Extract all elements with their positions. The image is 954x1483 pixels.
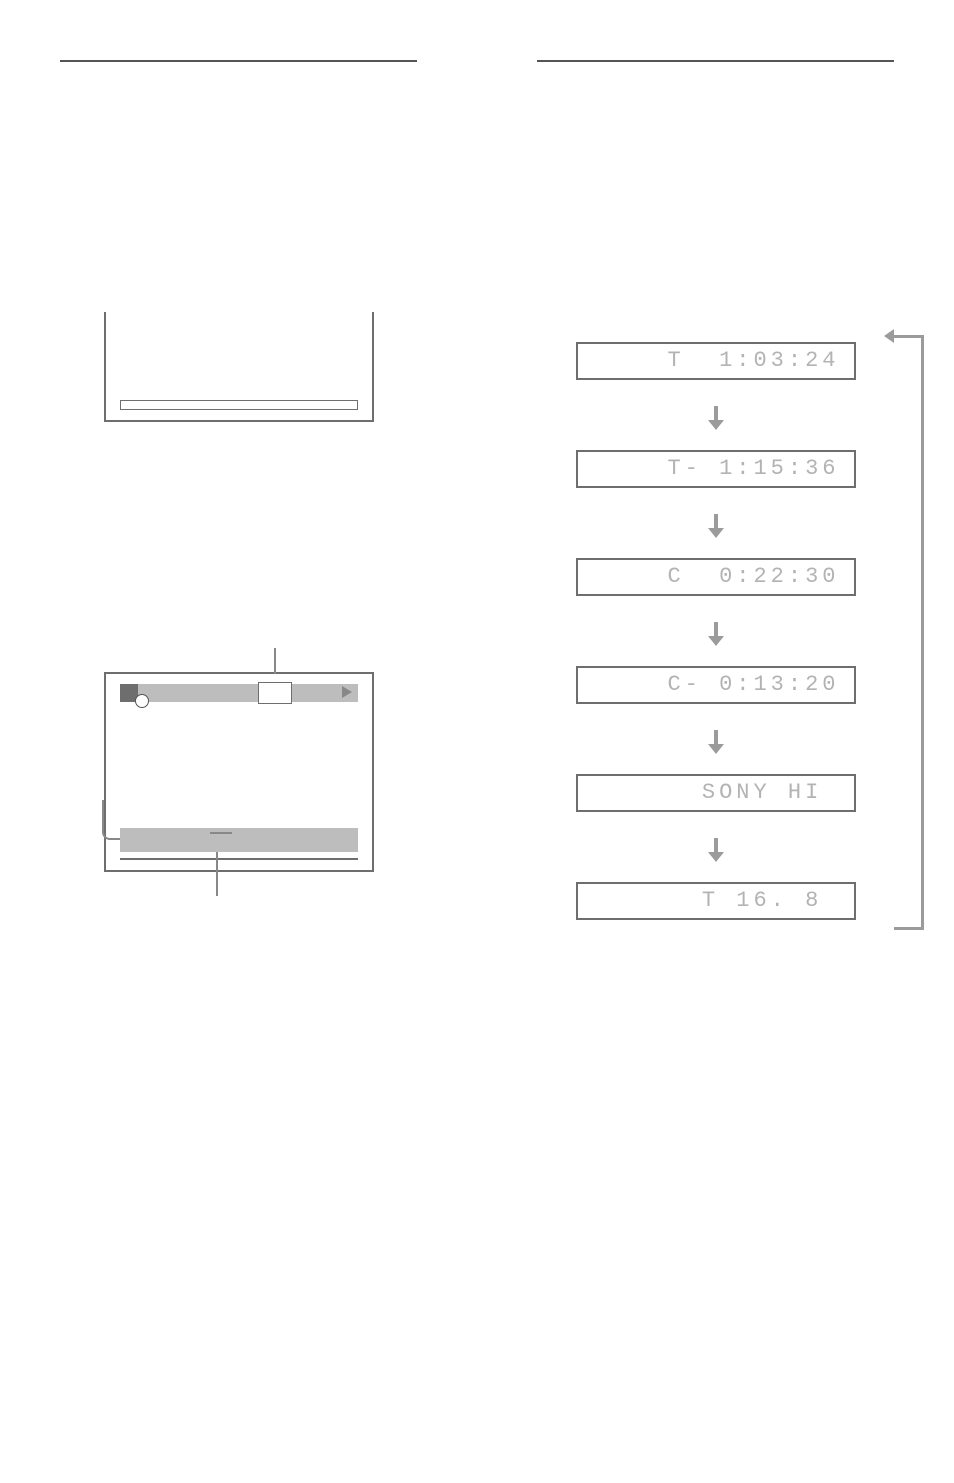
callout-line-bottom [216, 852, 218, 896]
callout-line-top [274, 648, 276, 674]
device-front-illustration [104, 312, 374, 422]
page: T 1:03:24 T- 1:15:36 C 0:22:30 C- 0:13:2… [0, 0, 954, 920]
down-arrow-icon [708, 636, 724, 646]
lcd-display-row: C 0:22:30 [576, 558, 856, 596]
lcd-display-row: T 1:03:24 [576, 342, 856, 380]
loop-arrow [894, 335, 924, 930]
down-arrow-wrap [708, 724, 724, 754]
callout-line-left [102, 800, 120, 840]
screen-illustration [104, 672, 374, 872]
screen-topbar-tab-illustration [258, 682, 292, 704]
down-arrow-icon [708, 528, 724, 538]
display-sequence: T 1:03:24 T- 1:15:36 C 0:22:30 C- 0:13:2… [537, 342, 894, 920]
down-arrow-icon [708, 744, 724, 754]
lcd-display-row: SONY HI [576, 774, 856, 812]
down-arrow-wrap [708, 616, 724, 646]
play-icon [342, 686, 352, 698]
right-column: T 1:03:24 T- 1:15:36 C 0:22:30 C- 0:13:2… [477, 60, 954, 920]
screen-topbar-illustration [120, 684, 358, 702]
down-arrow-wrap [708, 832, 724, 862]
disc-slot-illustration [120, 400, 358, 410]
down-arrow-wrap [708, 400, 724, 430]
screen-bottomline-illustration [120, 858, 358, 860]
screen-bottombar-illustration [120, 828, 358, 852]
lcd-display-row: T- 1:15:36 [576, 450, 856, 488]
column-divider [537, 60, 894, 62]
down-arrow-wrap [708, 508, 724, 538]
lcd-display-row: C- 0:13:20 [576, 666, 856, 704]
down-arrow-icon [708, 420, 724, 430]
globe-icon [135, 694, 149, 708]
left-column [0, 60, 477, 920]
callout-connector [210, 832, 232, 834]
down-arrow-icon [708, 852, 724, 862]
screen-topbar-icon-illustration [120, 684, 138, 702]
column-divider [60, 60, 417, 62]
lcd-display-row: T 16. 8 [576, 882, 856, 920]
